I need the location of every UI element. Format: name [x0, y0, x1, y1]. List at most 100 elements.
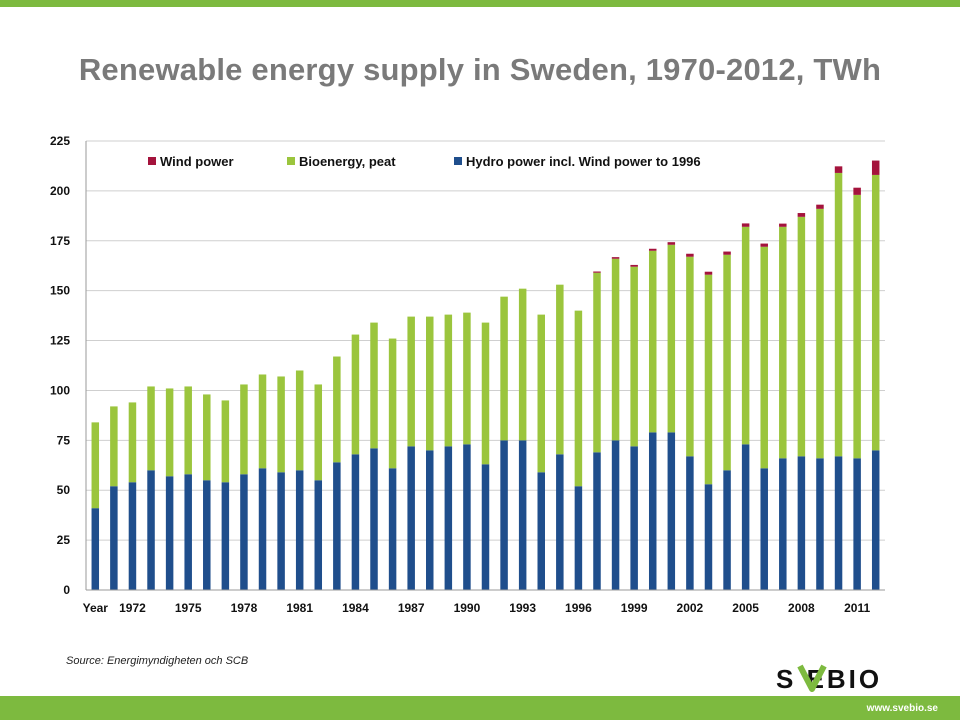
hydro-bar	[407, 446, 415, 590]
legend-swatch	[287, 157, 295, 165]
bio-bar	[797, 216, 806, 457]
hydro-bar	[426, 450, 434, 590]
svebio-logo: S EBIO	[776, 664, 879, 692]
x-tick-label: Year	[83, 601, 109, 615]
x-tick-label: 1993	[509, 601, 536, 615]
bio-bar	[370, 322, 378, 449]
hydro-bar	[351, 454, 360, 590]
wind-bar	[779, 223, 787, 227]
wind-bar	[760, 243, 768, 247]
bio-bar	[500, 296, 508, 441]
hydro-bar	[110, 486, 118, 590]
bio-bar	[314, 384, 323, 481]
wind-bar	[686, 253, 694, 257]
hydro-bar	[388, 468, 397, 590]
bio-bar	[128, 402, 137, 483]
bio-bar	[240, 384, 248, 475]
bio-bar	[574, 310, 583, 487]
x-tick-label: 1999	[621, 601, 648, 615]
hydro-bar	[240, 474, 248, 590]
hydro-bar	[853, 458, 861, 590]
hydro-bar	[723, 470, 731, 590]
hydro-bar	[630, 446, 638, 590]
bio-bar	[779, 226, 787, 459]
x-tick-label: 2008	[788, 601, 815, 615]
y-tick-label: 25	[57, 533, 71, 547]
gridlines	[86, 140, 885, 591]
wind-bar	[853, 187, 861, 195]
bio-bar	[611, 258, 620, 441]
bio-bar	[333, 356, 341, 463]
bio-bar	[110, 406, 118, 487]
wind-bar	[834, 166, 843, 173]
wind-bar	[593, 271, 601, 273]
hydro-bar	[91, 508, 100, 590]
bio-bar	[593, 272, 601, 453]
x-tick-label: 2002	[677, 601, 704, 615]
hydro-bar	[779, 458, 787, 590]
y-tick-label: 200	[50, 184, 70, 198]
bio-bar	[648, 250, 657, 433]
hydro-bar	[165, 476, 174, 590]
y-tick-label: 175	[50, 234, 70, 248]
bio-bar	[444, 314, 453, 447]
bottom-accent-bar	[0, 696, 960, 720]
x-tick-label: 2011	[844, 601, 870, 615]
bio-bar	[351, 334, 360, 455]
hydro-bar	[667, 432, 676, 590]
bio-bar	[518, 288, 527, 441]
hydro-bar	[871, 450, 880, 590]
hydro-bar	[537, 472, 545, 590]
bio-bar	[388, 338, 397, 469]
y-tick-label: 50	[57, 483, 71, 497]
legend-label: Bioenergy, peat	[299, 154, 396, 169]
hydro-bar	[797, 456, 806, 590]
bio-bar	[407, 316, 415, 447]
bio-bar	[834, 172, 843, 457]
x-tick-label: 1975	[175, 601, 202, 615]
bio-bar	[295, 370, 304, 471]
wind-bar	[797, 213, 806, 217]
wind-bar	[611, 257, 620, 259]
legend-label: Wind power	[160, 154, 234, 169]
wind-bar	[648, 248, 657, 251]
wind-bar	[667, 242, 676, 245]
bio-bar	[147, 386, 155, 471]
bio-bar	[686, 256, 694, 457]
hydro-bar	[834, 456, 843, 590]
bio-bar	[537, 314, 545, 473]
wind-bar	[630, 264, 638, 267]
hydro-bar	[128, 482, 137, 590]
wind-bar	[871, 160, 880, 175]
hydro-bar	[704, 484, 713, 590]
hydro-bar	[760, 468, 768, 590]
x-tick-label: 1996	[565, 601, 592, 615]
hydro-bar	[147, 470, 155, 590]
bio-bar	[556, 284, 564, 455]
bio-bar	[277, 376, 285, 473]
hydro-bar	[611, 440, 620, 590]
bio-bar	[816, 208, 824, 459]
bio-bar	[165, 388, 174, 477]
x-tick-label: 1978	[231, 601, 258, 615]
hydro-bar	[556, 454, 564, 590]
hydro-bar	[258, 468, 267, 590]
y-tick-label: 150	[50, 284, 70, 298]
hydro-bar	[816, 458, 824, 590]
x-tick-label: 2005	[732, 601, 759, 615]
y-tick-label: 75	[57, 433, 71, 447]
legend-swatch	[148, 157, 156, 165]
source-note: Source: Energimyndigheten och SCB	[66, 655, 249, 667]
x-tick-label: 1984	[342, 601, 369, 615]
hydro-bar	[203, 480, 211, 590]
bio-bar	[481, 322, 490, 465]
legend-label: Hydro power incl. Wind power to 1996	[466, 154, 701, 169]
x-tick-label: 1972	[119, 601, 146, 615]
hydro-bar	[500, 440, 508, 590]
y-tick-label: 225	[50, 134, 70, 148]
bio-bar	[871, 174, 880, 451]
x-tick-label: 1990	[454, 601, 481, 615]
wind-bar	[704, 271, 713, 275]
hydro-bar	[648, 432, 657, 590]
